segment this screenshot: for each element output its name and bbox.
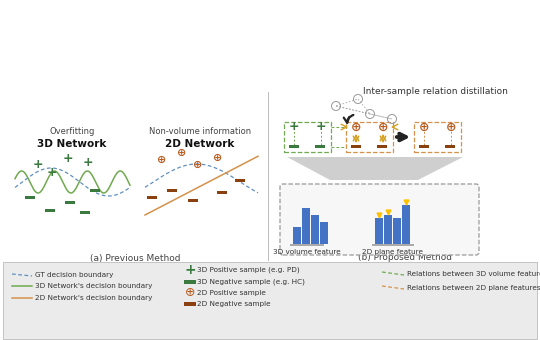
Bar [311,216,319,244]
Bar [217,190,227,193]
Bar [45,208,55,211]
Text: +: + [63,152,73,165]
Bar [372,243,414,246]
Text: 2D Network: 2D Network [165,139,235,149]
Bar [377,145,387,148]
Text: (a) Previous Method: (a) Previous Method [90,254,180,262]
Bar [25,195,35,199]
Text: GT decision boundary: GT decision boundary [35,272,113,278]
Bar [293,227,300,244]
Bar [320,222,327,244]
Text: +: + [316,120,326,134]
Text: 2D Negative sample: 2D Negative sample [197,301,271,307]
Bar [419,145,429,148]
Text: Relations between 2D plane features: Relations between 2D plane features [407,285,540,291]
Bar [289,145,299,148]
Bar [445,145,455,148]
Bar [351,145,361,148]
Polygon shape [287,157,463,180]
Text: ⊕: ⊕ [213,153,222,163]
Text: 2D Positive sample: 2D Positive sample [197,290,266,296]
Text: 3D Negative sample (e.g. HC): 3D Negative sample (e.g. HC) [197,279,305,285]
Bar [402,205,409,244]
Bar [147,195,157,199]
Bar [235,178,245,182]
Bar [188,199,198,202]
Text: ⊕: ⊕ [446,120,456,134]
Text: ⊕: ⊕ [177,148,187,158]
Text: ⊕: ⊕ [157,155,167,165]
Text: Overfitting: Overfitting [49,128,94,136]
Text: 3D Network's decision boundary: 3D Network's decision boundary [35,283,152,289]
FancyBboxPatch shape [3,262,537,339]
Text: 2D Network's decision boundary: 2D Network's decision boundary [35,295,152,301]
Bar [184,280,196,284]
Text: +: + [33,158,43,171]
Text: (b) Proposed Method: (b) Proposed Method [358,254,452,262]
Text: Relations between 3D volume features: Relations between 3D volume features [407,271,540,277]
Bar [167,188,177,191]
Bar [80,210,90,214]
Text: ⊕: ⊕ [185,287,195,300]
Bar [302,208,309,244]
Bar [384,216,392,244]
Bar [393,218,401,244]
Text: Non-volume information: Non-volume information [149,128,251,136]
Text: +: + [289,120,299,134]
Bar [290,243,324,246]
Text: Inter-sample relation distillation: Inter-sample relation distillation [362,87,508,97]
Text: +: + [83,156,93,170]
Text: ⊕: ⊕ [418,120,429,134]
Text: 3D volume feature: 3D volume feature [273,249,341,255]
Text: ⊕: ⊕ [193,160,202,170]
Text: ⊕: ⊕ [351,120,361,134]
FancyBboxPatch shape [280,184,479,255]
Text: +: + [184,263,196,277]
Text: 3D Positive sample (e.g. PD): 3D Positive sample (e.g. PD) [197,267,300,273]
Bar [315,145,325,148]
Bar [184,302,196,306]
Bar [65,201,75,204]
Text: 3D Network: 3D Network [37,139,107,149]
Bar [90,188,100,191]
Text: ⊕: ⊕ [378,120,388,134]
Text: +: + [46,167,57,180]
Bar [375,218,382,244]
Text: 2D plane feature: 2D plane feature [362,249,423,255]
